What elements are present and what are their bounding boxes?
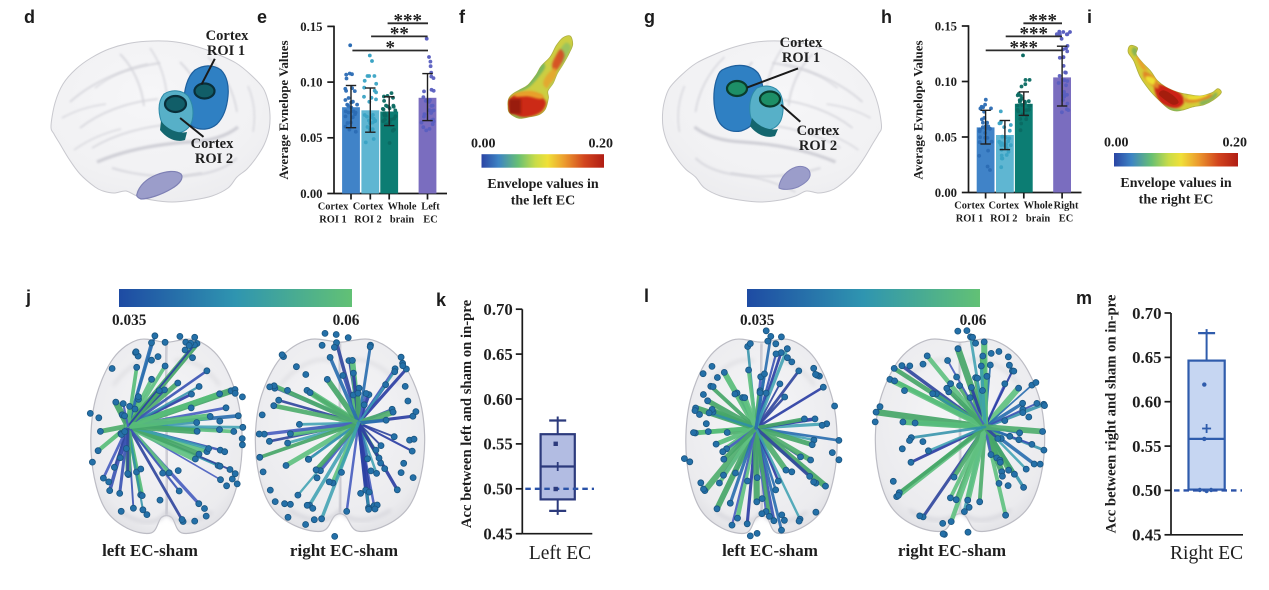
svg-text:0.15: 0.15	[935, 19, 957, 33]
svg-text:l: l	[644, 286, 649, 306]
svg-text:0.035: 0.035	[740, 312, 775, 329]
svg-text:right EC-sham: right EC-sham	[290, 541, 398, 560]
svg-text:Cortex: Cortex	[191, 136, 234, 152]
svg-text:Whole: Whole	[1024, 201, 1053, 212]
svg-text:0.06: 0.06	[333, 312, 360, 329]
svg-text:0.06: 0.06	[960, 312, 987, 329]
svg-text:the left EC: the left EC	[511, 194, 576, 209]
svg-text:the right EC: the right EC	[1139, 193, 1214, 208]
svg-text:0.55: 0.55	[1132, 437, 1161, 456]
svg-text:Cortex: Cortex	[353, 202, 384, 213]
svg-text:0.60: 0.60	[1132, 393, 1161, 412]
svg-text:Acc between left and sham on i: Acc between left and sham on in-pre	[459, 299, 475, 528]
svg-text:d: d	[24, 7, 35, 27]
svg-text:*: *	[385, 38, 395, 59]
svg-text:ROI 1: ROI 1	[207, 43, 245, 59]
svg-text:brain: brain	[390, 215, 414, 226]
svg-text:ROI 2: ROI 2	[990, 214, 1017, 225]
svg-text:e: e	[257, 7, 267, 27]
svg-text:Cortex: Cortex	[989, 201, 1020, 212]
svg-text:0.65: 0.65	[483, 345, 512, 364]
svg-text:0.035: 0.035	[112, 312, 147, 329]
svg-text:0.00: 0.00	[935, 186, 957, 200]
svg-text:Envelope values in: Envelope values in	[487, 177, 598, 192]
svg-text:Cortex: Cortex	[797, 123, 840, 139]
svg-text:0.70: 0.70	[1132, 304, 1161, 323]
svg-text:left EC-sham: left EC-sham	[102, 541, 198, 560]
svg-text:right EC-sham: right EC-sham	[898, 541, 1006, 560]
svg-text:0.05: 0.05	[935, 130, 957, 144]
svg-text:0.00: 0.00	[1104, 136, 1129, 151]
svg-text:0.45: 0.45	[1132, 526, 1161, 545]
svg-text:ROI 2: ROI 2	[354, 215, 381, 226]
svg-text:0.00: 0.00	[471, 137, 496, 152]
svg-text:Cortex: Cortex	[206, 28, 249, 44]
svg-text:ROI 1: ROI 1	[956, 214, 983, 225]
svg-text:ROI 2: ROI 2	[195, 151, 233, 167]
svg-text:0.20: 0.20	[589, 137, 614, 152]
svg-text:left EC-sham: left EC-sham	[722, 541, 818, 560]
svg-text:ROI 1: ROI 1	[319, 215, 346, 226]
svg-text:Whole: Whole	[388, 202, 417, 213]
svg-text:EC: EC	[423, 215, 437, 226]
svg-text:k: k	[436, 290, 447, 310]
svg-text:0.55: 0.55	[483, 435, 512, 454]
svg-text:0.10: 0.10	[935, 75, 957, 89]
svg-text:0.60: 0.60	[483, 390, 512, 409]
svg-text:Cortex: Cortex	[780, 35, 823, 51]
svg-text:Left EC: Left EC	[529, 543, 591, 564]
svg-text:0.70: 0.70	[483, 300, 512, 319]
svg-text:0.20: 0.20	[1223, 136, 1248, 151]
svg-text:***: ***	[1009, 37, 1038, 58]
svg-text:0.05: 0.05	[300, 131, 322, 145]
svg-text:i: i	[1087, 7, 1092, 27]
svg-text:0.00: 0.00	[300, 187, 322, 201]
svg-text:0.15: 0.15	[300, 20, 322, 34]
svg-text:g: g	[644, 7, 655, 27]
svg-text:0.50: 0.50	[483, 480, 512, 499]
svg-text:EC: EC	[1059, 214, 1073, 225]
svg-text:0.65: 0.65	[1132, 348, 1161, 367]
svg-text:Left: Left	[421, 202, 440, 213]
svg-text:0.45: 0.45	[483, 525, 512, 544]
svg-text:brain: brain	[1026, 214, 1050, 225]
svg-text:Average Evnelope Values: Average Evnelope Values	[911, 40, 926, 179]
svg-text:f: f	[459, 7, 466, 27]
svg-text:Acc between right and sham on: Acc between right and sham on in-pre	[1104, 294, 1120, 533]
svg-text:Envelope values in: Envelope values in	[1120, 176, 1231, 191]
svg-text:Average Evnelope Values: Average Evnelope Values	[276, 40, 291, 179]
svg-text:m: m	[1076, 288, 1092, 308]
svg-text:Cortex: Cortex	[954, 201, 985, 212]
svg-text:Right EC: Right EC	[1170, 543, 1243, 564]
svg-text:j: j	[25, 287, 31, 307]
svg-text:Cortex: Cortex	[318, 202, 349, 213]
svg-text:ROI 1: ROI 1	[782, 50, 820, 66]
svg-text:0.50: 0.50	[1132, 481, 1161, 500]
svg-text:h: h	[881, 7, 892, 27]
svg-text:ROI 2: ROI 2	[799, 138, 837, 154]
svg-text:Right: Right	[1054, 201, 1079, 212]
svg-text:0.10: 0.10	[300, 76, 322, 90]
